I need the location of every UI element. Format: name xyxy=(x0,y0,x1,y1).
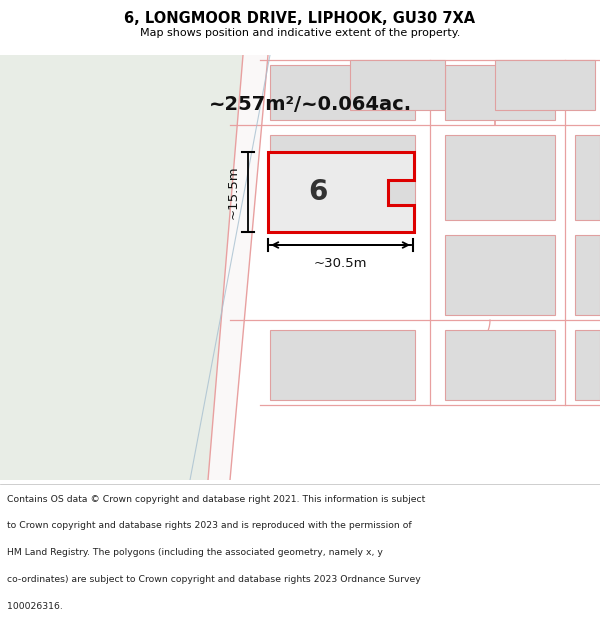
Bar xyxy=(495,60,595,110)
Bar xyxy=(445,235,555,315)
Polygon shape xyxy=(0,55,243,480)
Bar xyxy=(445,135,555,220)
Text: HM Land Registry. The polygons (including the associated geometry, namely x, y: HM Land Registry. The polygons (includin… xyxy=(7,548,383,557)
Polygon shape xyxy=(208,55,268,480)
Bar xyxy=(575,135,600,220)
Text: to Crown copyright and database rights 2023 and is reproduced with the permissio: to Crown copyright and database rights 2… xyxy=(7,521,412,531)
Polygon shape xyxy=(268,152,414,232)
Text: co-ordinates) are subject to Crown copyright and database rights 2023 Ordnance S: co-ordinates) are subject to Crown copyr… xyxy=(7,575,421,584)
Bar xyxy=(575,235,600,315)
Bar xyxy=(350,60,445,110)
Text: 100026316.: 100026316. xyxy=(7,602,63,611)
Bar xyxy=(270,65,415,120)
Text: ~15.5m: ~15.5m xyxy=(227,165,240,219)
Text: ~257m²/~0.064ac.: ~257m²/~0.064ac. xyxy=(208,96,412,114)
Bar xyxy=(270,330,415,400)
Text: Map shows position and indicative extent of the property.: Map shows position and indicative extent… xyxy=(140,29,460,39)
Text: 6, LONGMOOR DRIVE, LIPHOOK, GU30 7XA: 6, LONGMOOR DRIVE, LIPHOOK, GU30 7XA xyxy=(124,11,476,26)
Bar xyxy=(575,330,600,400)
Bar xyxy=(445,330,555,400)
Text: Contains OS data © Crown copyright and database right 2021. This information is : Contains OS data © Crown copyright and d… xyxy=(7,494,425,504)
Text: 6: 6 xyxy=(308,178,328,206)
Bar xyxy=(270,135,415,220)
Text: ~30.5m: ~30.5m xyxy=(313,257,367,270)
Bar xyxy=(445,65,555,120)
